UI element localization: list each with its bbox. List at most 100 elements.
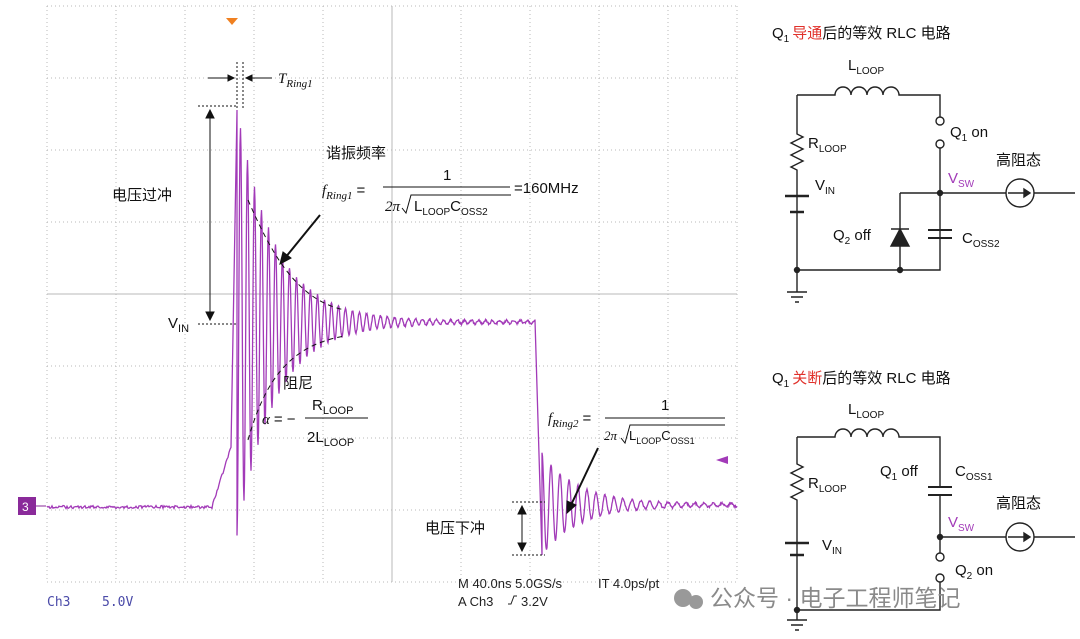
t-ring-label: TRing1 xyxy=(278,71,313,90)
footer-timebase: M 40.0ns 5.0GS/s xyxy=(458,576,563,591)
text-part: IN xyxy=(178,323,189,335)
watermark: 公众号 · 电子工程师笔记 xyxy=(710,585,960,611)
text-part: Ring2 xyxy=(551,418,579,430)
annotations xyxy=(198,62,725,556)
circuit-off-vin: VIN xyxy=(822,537,842,557)
undershoot-label: 电压下冲 xyxy=(425,520,485,537)
channel-marker-box xyxy=(18,497,36,515)
text-part: OSS2 xyxy=(461,207,488,218)
text-part: L xyxy=(848,401,856,418)
trigger-pos-marker xyxy=(226,18,238,25)
text-part: C xyxy=(661,428,670,443)
text-part: LOOP xyxy=(856,66,884,77)
text-part: Ring1 xyxy=(325,190,352,202)
circuit-off-r: RLOOP xyxy=(808,475,847,495)
text-part: 后的等效 RLC 电路 xyxy=(822,369,950,387)
text-part: 2π xyxy=(604,428,618,443)
text-part: 2π xyxy=(385,199,401,215)
text-part: off xyxy=(850,227,871,244)
text-part: off xyxy=(897,463,918,480)
text-part: OSS2 xyxy=(973,239,1000,250)
text-part: LOOP xyxy=(323,405,354,417)
circuit-on-hiz: 高阻态 xyxy=(996,152,1041,169)
text-part: Q xyxy=(955,562,967,579)
f-ring2-lhs: fRing2 = xyxy=(548,410,591,430)
text-part: = xyxy=(582,410,591,427)
text-part: LOOP xyxy=(819,484,847,495)
circuit-on-q1: Q1 on xyxy=(950,124,988,144)
footer-trigger-level: 3.2V xyxy=(521,594,548,609)
footer-channel: Ch3 xyxy=(47,595,70,610)
text-part: V xyxy=(822,537,832,554)
circuit-on-vin: VIN xyxy=(815,177,835,197)
text-part: 1 xyxy=(784,34,790,45)
text-part: 关断 xyxy=(792,370,822,387)
text-part: 2 xyxy=(845,236,851,247)
text-part: 1 xyxy=(784,379,790,390)
text-part: Q xyxy=(880,463,892,480)
text-part: L xyxy=(414,198,422,215)
resonance-label: 谐振频率 xyxy=(326,145,386,162)
text-part: LOOP xyxy=(819,144,847,155)
circuit-on-vsw: VSW xyxy=(948,170,975,190)
footer-scale: 5.0V xyxy=(102,595,133,610)
level-marker xyxy=(716,456,728,464)
text-part: LOOP xyxy=(636,436,661,446)
circuit-on-title: Q1 导通后的等效 RLC 电路 xyxy=(772,24,951,45)
vin-label: VIN xyxy=(168,315,189,335)
text-part: LOOP xyxy=(324,437,355,449)
alpha-num: RLOOP xyxy=(312,397,353,417)
circuit-off-title: Q1 关断后的等效 RLC 电路 xyxy=(772,369,951,390)
text-part: L xyxy=(848,57,856,74)
footer-trigger: A Ch3 xyxy=(458,594,493,609)
f-ring1-lhs: fRing1 = xyxy=(322,182,365,202)
overshoot-label: 电压过冲 xyxy=(112,187,172,204)
text-part: 2 xyxy=(967,571,973,582)
text-part: f xyxy=(548,411,554,427)
text-part: 导通 xyxy=(792,25,822,42)
text-part: LOOP xyxy=(422,207,450,218)
text-part: Q xyxy=(950,124,962,141)
text-part: = − xyxy=(274,411,296,428)
alpha-lhs: α = − xyxy=(262,411,296,428)
footer-interp: IT 4.0ps/pt xyxy=(598,576,660,591)
text-part: IN xyxy=(825,186,835,197)
f-ring1-den: 2π LLOOPCOSS2 xyxy=(385,198,488,218)
text-part: α xyxy=(262,412,271,428)
text-part: C xyxy=(962,230,973,247)
text-part: IN xyxy=(832,546,842,557)
text-part: V xyxy=(948,170,958,187)
text-part: Ring1 xyxy=(285,78,312,90)
text-part: OSS1 xyxy=(671,436,695,446)
text-part: V xyxy=(168,315,178,332)
text-part: V xyxy=(815,177,825,194)
text-part: 后的等效 RLC 电路 xyxy=(822,24,950,42)
f-ring2-num: 1 xyxy=(661,397,669,414)
waveform xyxy=(46,109,738,556)
circuit-on-c: COSS2 xyxy=(962,230,1000,250)
circuit-off-q2: Q2 on xyxy=(955,562,993,582)
text-part: SW xyxy=(958,179,975,190)
circuit-off-hiz: 高阻态 xyxy=(996,495,1041,512)
circuit-on-r: RLOOP xyxy=(808,135,847,155)
circuit-off-schematic xyxy=(785,428,1075,631)
text-part: on xyxy=(972,562,993,579)
text-part: Q xyxy=(833,227,845,244)
circuit-off-l: LLOOP xyxy=(848,401,884,421)
circuit-on-l: LLOOP xyxy=(848,57,884,77)
alpha-den: 2LLOOP xyxy=(307,429,354,449)
circuit-on-schematic xyxy=(785,86,1075,303)
damping-label: 阻尼 xyxy=(283,375,313,392)
circuit-off-q1: Q1 off xyxy=(880,463,919,483)
text-part: L xyxy=(629,428,636,443)
text-part: 2 xyxy=(307,429,315,446)
text-part: R xyxy=(808,135,819,152)
text-part: V xyxy=(948,514,958,531)
circuit-on-q2: Q2 off xyxy=(833,227,872,247)
circuit-off-c: COSS1 xyxy=(955,463,993,483)
trigger-slope xyxy=(508,595,517,605)
f-ring2-den: 2π LLOOPCOSS1 xyxy=(604,428,695,446)
text-part: R xyxy=(312,397,323,414)
f-ring1-result: =160MHz xyxy=(514,180,579,197)
